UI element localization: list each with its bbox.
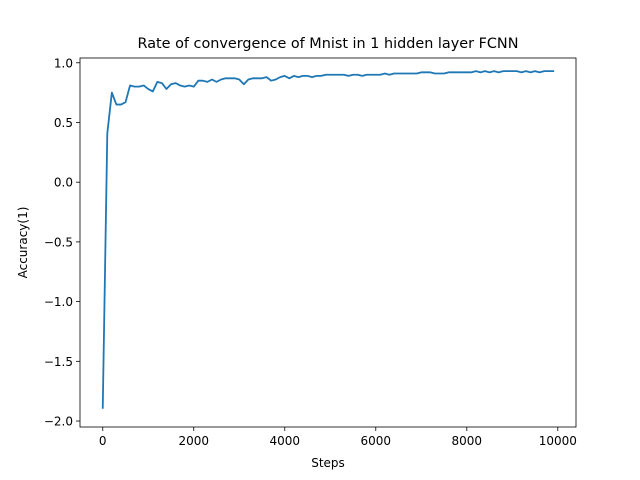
y-tick-label: 0.5 xyxy=(54,116,73,130)
x-axis-ticks: 0 2000 4000 6000 8000 10000 xyxy=(99,427,577,448)
series-line-0 xyxy=(101,70,555,409)
plot-area xyxy=(101,70,555,409)
x-tick-label: 8000 xyxy=(452,434,483,448)
y-axis-label: Accuracy(1) xyxy=(16,207,30,279)
chart-title: Rate of convergence of Mnist in 1 hidden… xyxy=(138,36,519,52)
y-tick-label: −1.0 xyxy=(44,295,73,309)
x-tick-label: 0 xyxy=(99,434,107,448)
y-tick-label: 0.0 xyxy=(54,176,73,190)
x-tick-label: 6000 xyxy=(361,434,392,448)
x-tick-label: 4000 xyxy=(269,434,300,448)
y-tick-label: −1.5 xyxy=(44,355,73,369)
axes-frame xyxy=(79,57,577,428)
x-tick-label: 2000 xyxy=(178,434,209,448)
y-axis-ticks: 1.0 0.5 0.0 −0.5 −1.0 −1.5 −2.0 xyxy=(44,56,80,429)
y-tick-label: −0.5 xyxy=(44,235,73,249)
y-tick-label: −2.0 xyxy=(44,415,73,429)
x-axis-label: Steps xyxy=(311,456,345,470)
y-tick-label: 1.0 xyxy=(54,56,73,70)
x-tick-label: 10000 xyxy=(539,434,577,448)
